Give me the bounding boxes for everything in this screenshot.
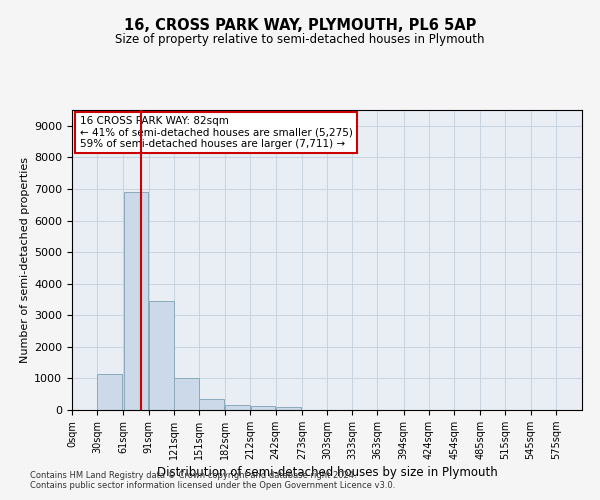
Bar bbox=[97, 374, 122, 410]
Text: Contains HM Land Registry data © Crown copyright and database right 2024.: Contains HM Land Registry data © Crown c… bbox=[30, 470, 356, 480]
X-axis label: Distribution of semi-detached houses by size in Plymouth: Distribution of semi-detached houses by … bbox=[157, 466, 497, 479]
Bar bbox=[124, 192, 148, 410]
Bar bbox=[226, 406, 250, 410]
Y-axis label: Number of semi-detached properties: Number of semi-detached properties bbox=[20, 157, 30, 363]
Bar bbox=[174, 378, 199, 410]
Text: 16, CROSS PARK WAY, PLYMOUTH, PL6 5AP: 16, CROSS PARK WAY, PLYMOUTH, PL6 5AP bbox=[124, 18, 476, 32]
Text: 16 CROSS PARK WAY: 82sqm
← 41% of semi-detached houses are smaller (5,275)
59% o: 16 CROSS PARK WAY: 82sqm ← 41% of semi-d… bbox=[80, 116, 353, 149]
Text: Size of property relative to semi-detached houses in Plymouth: Size of property relative to semi-detach… bbox=[115, 32, 485, 46]
Bar bbox=[199, 399, 224, 410]
Bar bbox=[149, 301, 173, 410]
Bar bbox=[251, 406, 275, 410]
Text: Contains public sector information licensed under the Open Government Licence v3: Contains public sector information licen… bbox=[30, 480, 395, 490]
Bar bbox=[276, 407, 301, 410]
